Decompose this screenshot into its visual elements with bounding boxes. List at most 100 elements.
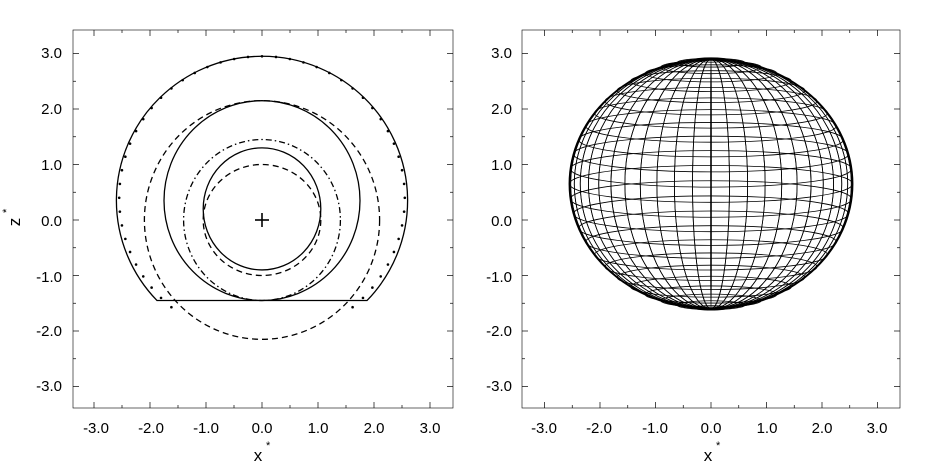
curve-dash-dot (182, 138, 342, 302)
dot (128, 142, 132, 145)
meridian-line (710, 58, 713, 310)
meridian-line (579, 58, 843, 310)
right-x-tick-labels: -3.0 -2.0 -1.0 0.0 1.0 2.0 3.0 (531, 420, 887, 437)
left-x-axis-label-sup: * (266, 440, 271, 452)
dot (274, 55, 278, 59)
dot (260, 54, 264, 58)
right-y-tick-label: -3.0 (486, 378, 512, 395)
meridian-line (692, 58, 730, 310)
dot (206, 65, 209, 69)
dot (392, 250, 396, 254)
meridian-line (573, 58, 849, 310)
latitude-line (570, 150, 852, 188)
dot (351, 87, 354, 90)
dot (400, 224, 404, 227)
right-ticks (522, 30, 900, 408)
dot (232, 57, 236, 61)
left-y-tick-labels: 3.0 2.0 1.0 0.0 -1.0 -2.0 -3.0 (36, 45, 62, 395)
curve-solid-outer (115, 55, 409, 302)
meridian-line (656, 58, 766, 310)
meridian-line (610, 58, 812, 310)
left-x-tick-label: 2.0 (364, 420, 385, 437)
right-y-tick-label: -1.0 (486, 269, 512, 286)
dot (379, 117, 383, 121)
meridian-line (639, 58, 783, 310)
right-x-tick-label: 3.0 (867, 420, 888, 437)
meridian-line (570, 58, 852, 310)
dot (170, 305, 173, 309)
dot (397, 155, 400, 159)
dot (141, 117, 145, 121)
left-y-tick-label: 3.0 (41, 45, 62, 62)
left-y-tick-label: 2.0 (41, 101, 62, 118)
left-x-axis-label: x (254, 446, 263, 465)
right-y-tick-label: 0.0 (491, 213, 512, 230)
dot (328, 71, 331, 75)
dot (400, 168, 404, 172)
meridian-line (573, 58, 849, 310)
right-y-tick-label: 3.0 (491, 45, 512, 62)
meridian-line (624, 58, 798, 310)
right-x-tick-label: 2.0 (812, 420, 833, 437)
dot (315, 65, 318, 69)
dot (120, 224, 124, 227)
latitude-line (569, 165, 853, 203)
dot (117, 196, 121, 200)
right-wireframe-sphere (568, 57, 854, 311)
dot (118, 182, 122, 186)
left-x-tick-label: -2.0 (138, 420, 164, 437)
dot (402, 210, 406, 213)
right-x-tick-label: -1.0 (642, 420, 668, 437)
dot (120, 168, 124, 172)
dot (159, 296, 163, 300)
right-x-tick-label: -3.0 (531, 420, 557, 437)
right-x-tick-label: 0.0 (701, 420, 722, 437)
left-ticks (73, 30, 453, 408)
meridian-line (673, 58, 749, 310)
dot (159, 96, 163, 100)
dot (141, 275, 145, 278)
dot (150, 286, 153, 289)
dot (371, 106, 374, 110)
left-y-tick-label: -2.0 (36, 323, 62, 340)
meridian-line (656, 58, 766, 310)
meridian-line (610, 58, 812, 310)
right-x-tick-label: -2.0 (586, 420, 612, 437)
left-y-axis-label-sup: * (1, 208, 13, 213)
dot (340, 78, 343, 82)
meridian-line (624, 58, 798, 310)
dot (288, 57, 292, 61)
meridian-line (569, 58, 853, 310)
left-x-tick-label: -1.0 (193, 420, 219, 437)
dot (402, 182, 406, 186)
meridian-line (570, 58, 852, 310)
dot (246, 55, 250, 59)
left-y-axis-label: z (5, 218, 24, 227)
dot (124, 155, 127, 159)
dot (386, 129, 390, 133)
left-x-tick-label: -3.0 (83, 420, 109, 437)
dot (392, 142, 396, 145)
right-y-tick-label: 2.0 (491, 101, 512, 118)
left-y-tick-label: 1.0 (41, 157, 62, 174)
right-y-tick-label: 1.0 (491, 157, 512, 174)
dot (351, 305, 354, 309)
right-panel: 3.0 2.0 1.0 0.0 -1.0 -2.0 -3.0 -3.0 -2.0… (486, 29, 901, 465)
dot (371, 286, 374, 289)
curve-dashed (202, 163, 322, 277)
curve-dotted (117, 54, 407, 309)
left-x-tick-label: 3.0 (420, 420, 441, 437)
dot (219, 61, 222, 64)
dot (170, 87, 173, 90)
left-x-tick-label: 1.0 (308, 420, 329, 437)
right-x-axis-label: x (704, 446, 713, 465)
dot (386, 263, 390, 266)
curve-solid (202, 147, 322, 271)
latitude-line (578, 210, 844, 246)
dot (134, 263, 138, 266)
dot (397, 237, 400, 241)
dot (302, 61, 305, 64)
meridian-line (639, 58, 783, 310)
latitude-line (573, 195, 849, 233)
